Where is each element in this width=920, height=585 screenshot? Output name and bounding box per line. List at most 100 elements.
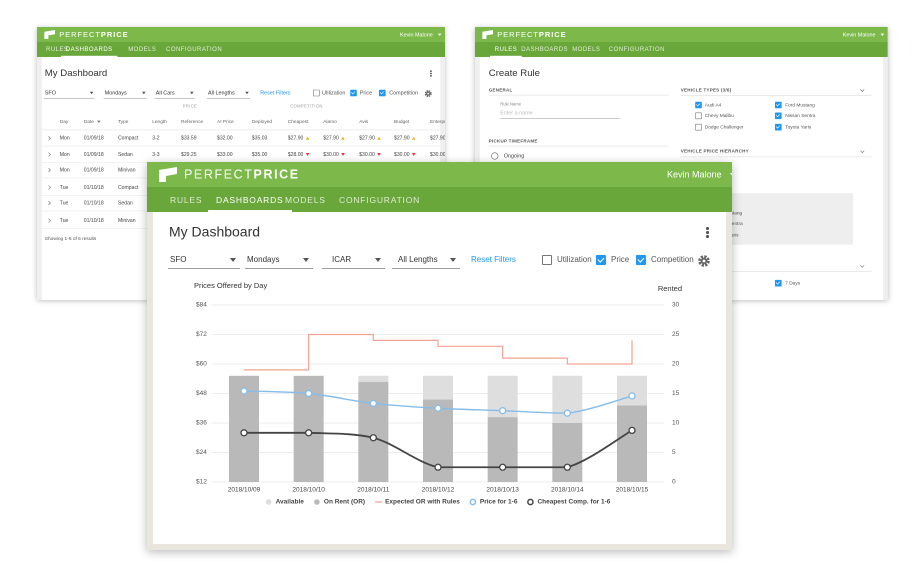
filter-select[interactable]: ICAR [332, 255, 352, 265]
checkbox[interactable] [695, 101, 702, 109]
column-header[interactable]: AI Price [217, 118, 234, 125]
page-title: Create Rule [488, 68, 541, 79]
page-title: My Dashboard [169, 223, 261, 240]
radio-label: Ongoing [503, 152, 525, 159]
checkbox[interactable] [379, 89, 386, 97]
table-cell: $33.00 [217, 151, 233, 158]
filter-select[interactable]: SFO [170, 255, 187, 265]
nav-item[interactable]: CONFIGURATION [608, 45, 665, 53]
nav-item[interactable]: CONFIGURATION [166, 45, 223, 53]
reset-filters[interactable]: Reset Filters [260, 89, 291, 96]
bar-segment [358, 375, 389, 382]
filter-select[interactable]: All Lengths [208, 89, 235, 96]
y2-tick-label: 30 [672, 302, 680, 309]
toggle-label: Competition [389, 89, 419, 96]
checkbox[interactable] [636, 255, 646, 265]
checkbox[interactable] [596, 255, 606, 265]
checkbox[interactable] [350, 89, 357, 97]
reset-filters[interactable]: Reset Filters [471, 255, 516, 265]
dropdown-arrow [245, 91, 249, 95]
checkbox-label: Nissan Sentra [785, 112, 816, 119]
table-cell: $35.03 [251, 134, 268, 141]
column-header[interactable]: Day [59, 118, 69, 125]
divider [41, 129, 441, 131]
line-point [240, 387, 248, 395]
column-header[interactable]: Avis [359, 118, 369, 125]
filter-select[interactable]: Mondays [247, 255, 280, 265]
legend-marker [469, 498, 477, 506]
filter-select[interactable]: All Cars [155, 89, 175, 96]
filter-select[interactable]: All Lengths [398, 255, 438, 265]
column-header[interactable]: Alamo [323, 118, 337, 125]
checkbox[interactable] [695, 112, 702, 120]
checkbox-label: Ford Mustang [785, 102, 815, 108]
column-header[interactable]: Budget [394, 118, 410, 125]
y2-tick-label: 10 [672, 420, 680, 427]
logo-mark [159, 167, 177, 182]
top-bar: PERFECTPRICE Kevin Malone [475, 27, 888, 42]
table-cell: $30.00 [394, 151, 410, 158]
x-tick-label: 2018/10/14 [551, 487, 584, 494]
checkbox[interactable] [775, 101, 782, 109]
checkbox[interactable] [775, 123, 782, 131]
user-name[interactable]: Kevin Malone [842, 31, 876, 38]
column-header[interactable]: Cheapest [287, 118, 309, 125]
table-cell: $30.00 [359, 151, 375, 158]
nav-bar: RULES DASHBOARDS MODELS CONFIGURATION [37, 42, 446, 57]
checkbox[interactable] [695, 123, 702, 131]
filter-select[interactable]: Mondays [104, 89, 127, 96]
radio[interactable] [491, 152, 499, 160]
user-name[interactable]: Kevin Malone [400, 31, 433, 38]
text-input[interactable]: Enter a name [500, 109, 533, 116]
nav-item[interactable]: MODELS [572, 45, 601, 53]
filter-select[interactable]: SFO [44, 89, 56, 96]
nav-item[interactable]: MODELS [128, 45, 157, 53]
nav-item[interactable]: CONFIGURATION [339, 194, 421, 205]
nav-item[interactable]: MODELS [285, 194, 326, 205]
nav-item[interactable]: RULES [46, 45, 69, 53]
checkbox[interactable] [775, 112, 782, 120]
line-point [305, 429, 313, 437]
nav-item[interactable]: RULES [170, 194, 203, 205]
section-heading: VEHICLE PRICE HIERARCHY [680, 148, 749, 154]
nav-item[interactable]: RULES [494, 45, 518, 53]
table-cell: 01/09/18 [83, 151, 104, 158]
column-header[interactable]: Length [152, 118, 167, 125]
table-cell: $30.00 [323, 151, 339, 158]
brand: PERFECTPRICE [497, 30, 566, 39]
y-tick-label: $72 [196, 331, 207, 338]
logo-icon [44, 30, 55, 39]
legend-marker [314, 499, 320, 505]
line-point [628, 392, 636, 400]
column-header[interactable]: Deployed [251, 118, 273, 125]
nav-item[interactable]: DASHBOARDS [521, 45, 569, 53]
legend-label: Expected OR with Rules [385, 499, 460, 506]
user-name[interactable]: Kevin Malone [667, 169, 722, 180]
y2-axis-label: Rented [658, 284, 682, 293]
column-header[interactable]: Date [83, 118, 94, 125]
checkbox[interactable] [542, 255, 552, 265]
y2-tick-label: 0 [672, 479, 676, 486]
settings-icon[interactable] [424, 89, 432, 98]
settings-icon[interactable] [698, 254, 710, 267]
logo-icon [159, 167, 177, 182]
table-cell: Mon [59, 166, 70, 173]
y-tick-label: $48 [196, 390, 207, 397]
line-point [434, 463, 442, 471]
dropdown-arrow [89, 91, 94, 95]
column-header[interactable]: Enterprise [430, 118, 445, 125]
table-cell: $27.90 [394, 134, 410, 141]
menu-icon[interactable] [706, 227, 709, 230]
table-cell: Tue [59, 184, 69, 191]
brand-part: PERFECT [59, 30, 101, 39]
section-heading: PICKUP TIMEFRAME [488, 138, 538, 144]
brand-part: PERFECT [497, 30, 539, 39]
column-header[interactable]: Reference [181, 118, 204, 125]
column-header[interactable]: Type [118, 118, 129, 125]
menu-icon[interactable] [430, 70, 432, 72]
nav-item[interactable]: DASHBOARDS [216, 194, 284, 205]
checkbox-label: Chevy Malibu [704, 112, 734, 119]
checkbox[interactable] [313, 89, 320, 97]
checkbox[interactable] [775, 279, 782, 287]
nav-item[interactable]: DASHBOARDS [65, 45, 113, 53]
